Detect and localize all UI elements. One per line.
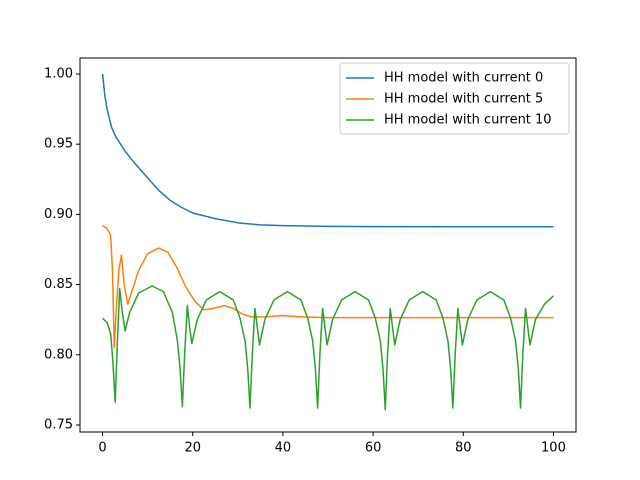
series-line xyxy=(102,224,554,349)
series-line xyxy=(101,73,554,228)
legend-label: HH model with current 5 xyxy=(384,92,543,107)
x-tick-label: 100 xyxy=(541,441,566,456)
legend-label: HH model with current 10 xyxy=(384,113,552,128)
y-tick-label: 0.80 xyxy=(44,347,73,362)
y-tick-label: 0.90 xyxy=(44,207,73,222)
x-tick-label: 20 xyxy=(184,441,201,456)
y-tick-label: 0.75 xyxy=(44,417,73,432)
x-tick-label: 60 xyxy=(365,441,382,456)
plot-frame xyxy=(79,57,577,433)
y-tick-label: 0.85 xyxy=(44,277,73,292)
series-line xyxy=(102,285,554,411)
x-tick-label: 80 xyxy=(455,441,472,456)
legend-box xyxy=(339,62,570,135)
y-tick-label: 1.00 xyxy=(44,67,73,82)
y-tick-label: 0.95 xyxy=(44,137,73,152)
x-tick-label: 0 xyxy=(98,441,106,456)
legend-label: HH model with current 0 xyxy=(384,71,543,86)
x-tick-label: 40 xyxy=(275,441,292,456)
